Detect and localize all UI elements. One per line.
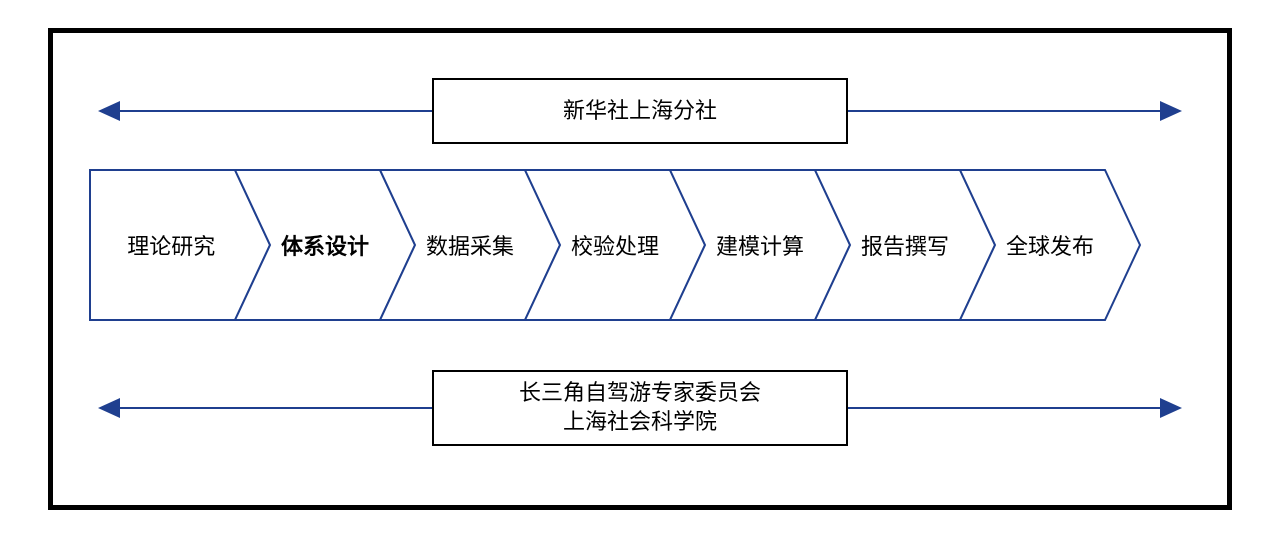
bottom-span-arrow (0, 0, 1280, 537)
bottom-org-line2: 上海社会科学院 (519, 408, 761, 437)
diagram-canvas: 新华社上海分社 理论研究体系设计数据采集校验处理建模计算报告撰写全球发布 长三角… (0, 0, 1280, 537)
bottom-org-box: 长三角自驾游专家委员会 上海社会科学院 (432, 370, 848, 446)
bottom-org-lines: 长三角自驾游专家委员会 上海社会科学院 (519, 379, 761, 436)
bottom-org-line1: 长三角自驾游专家委员会 (519, 379, 761, 408)
